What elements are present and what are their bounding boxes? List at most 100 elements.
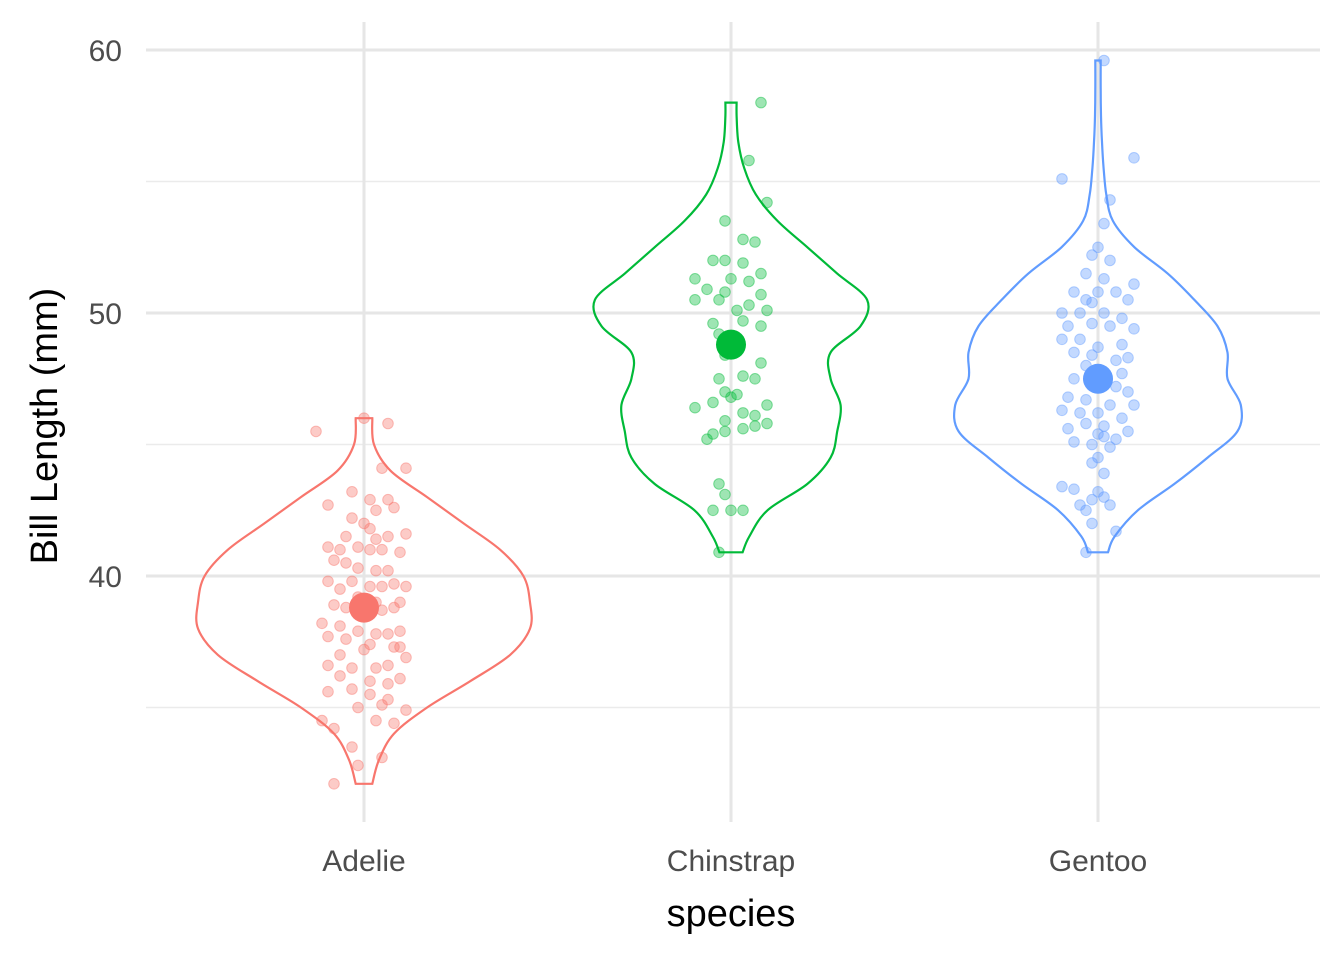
data-point-gentoo — [1056, 404, 1068, 417]
data-point-gentoo — [1098, 273, 1110, 285]
data-point-gentoo — [1110, 354, 1122, 367]
x-tick-label-gentoo: Gentoo — [1049, 845, 1147, 878]
data-point-adelie — [388, 641, 400, 653]
data-point-chinstrap — [755, 267, 767, 280]
violin-gentoo — [952, 59, 1244, 554]
data-point-adelie — [400, 462, 412, 475]
data-point-gentoo — [1104, 399, 1116, 411]
data-point-chinstrap — [707, 254, 719, 267]
data-point-gentoo — [1086, 249, 1098, 261]
data-point-chinstrap — [737, 370, 749, 382]
data-point-adelie — [382, 564, 394, 577]
data-point-adelie — [370, 564, 382, 577]
data-point-adelie — [382, 417, 394, 430]
violins-layer — [195, 59, 1244, 785]
data-point-chinstrap — [749, 420, 761, 432]
data-point-chinstrap — [719, 425, 731, 438]
data-point-chinstrap — [743, 299, 755, 311]
data-point-gentoo — [1098, 430, 1110, 443]
data-point-gentoo — [1086, 296, 1098, 309]
data-point-adelie — [346, 662, 358, 674]
data-point-chinstrap — [743, 275, 755, 288]
data-point-chinstrap — [737, 315, 749, 327]
data-point-gentoo — [1104, 254, 1116, 267]
data-point-gentoo — [1080, 417, 1092, 430]
data-point-gentoo — [1074, 499, 1086, 511]
data-point-gentoo — [1074, 307, 1086, 319]
data-point-chinstrap — [719, 386, 731, 398]
data-point-adelie — [364, 580, 376, 593]
data-point-gentoo — [1122, 386, 1134, 398]
data-point-adelie — [334, 543, 346, 556]
data-point-adelie — [346, 486, 358, 498]
data-point-gentoo — [1122, 425, 1134, 438]
data-point-chinstrap — [689, 273, 701, 285]
mean-point-gentoo — [1083, 363, 1113, 394]
data-point-adelie — [364, 675, 376, 688]
data-point-gentoo — [1128, 323, 1140, 335]
data-point-gentoo — [1068, 286, 1080, 298]
data-point-adelie — [370, 714, 382, 727]
data-point-adelie — [388, 578, 400, 590]
data-point-adelie — [370, 662, 382, 674]
data-point-chinstrap — [737, 422, 749, 435]
data-point-gentoo — [1116, 367, 1128, 380]
data-point-gentoo — [1128, 152, 1140, 164]
data-point-gentoo — [1056, 480, 1068, 493]
data-point-gentoo — [1074, 333, 1086, 346]
data-point-chinstrap — [719, 286, 731, 298]
data-point-chinstrap — [719, 254, 731, 267]
data-point-gentoo — [1098, 491, 1110, 503]
data-point-chinstrap — [707, 396, 719, 409]
y-tick-label: 50 — [89, 298, 122, 331]
data-point-gentoo — [1074, 407, 1086, 419]
data-point-adelie — [376, 580, 388, 593]
data-point-chinstrap — [713, 373, 725, 385]
data-point-gentoo — [1128, 278, 1140, 290]
data-point-gentoo — [1092, 486, 1104, 498]
data-point-gentoo — [1098, 217, 1110, 230]
major-gridlines — [146, 22, 1320, 822]
data-point-adelie — [364, 688, 376, 701]
data-point-chinstrap — [761, 399, 773, 411]
data-point-adelie — [382, 678, 394, 690]
data-point-adelie — [358, 643, 370, 656]
data-point-chinstrap — [689, 401, 701, 414]
data-point-gentoo — [1122, 351, 1134, 364]
data-point-gentoo — [1062, 320, 1074, 332]
data-point-chinstrap — [737, 233, 749, 246]
data-point-adelie — [370, 504, 382, 517]
data-point-adelie — [394, 596, 406, 609]
y-tick-labels: 40 50 60 — [89, 35, 122, 594]
data-point-gentoo — [1092, 451, 1104, 464]
data-point-adelie — [370, 628, 382, 640]
x-tick-label-adelie: Adelie — [322, 845, 405, 878]
data-point-adelie — [352, 759, 364, 772]
data-point-adelie — [400, 704, 412, 716]
data-point-adelie — [340, 633, 352, 645]
data-point-chinstrap — [737, 504, 749, 517]
data-point-chinstrap — [755, 320, 767, 332]
data-point-adelie — [322, 575, 334, 588]
data-point-gentoo — [1092, 407, 1104, 419]
data-point-chinstrap — [713, 294, 725, 306]
data-point-chinstrap — [755, 96, 767, 109]
data-point-chinstrap — [707, 504, 719, 517]
data-point-gentoo — [1086, 457, 1098, 469]
mean-points-layer — [349, 329, 1113, 623]
data-point-chinstrap — [749, 236, 761, 248]
data-point-adelie — [364, 493, 376, 506]
data-point-gentoo — [1086, 517, 1098, 530]
data-point-adelie — [352, 562, 364, 574]
mean-point-adelie — [349, 592, 379, 623]
data-point-adelie — [322, 541, 334, 553]
data-point-adelie — [364, 638, 376, 651]
data-point-adelie — [352, 541, 364, 553]
data-point-gentoo — [1086, 317, 1098, 330]
data-point-chinstrap — [725, 504, 737, 517]
data-point-adelie — [376, 543, 388, 556]
data-point-gentoo — [1092, 341, 1104, 354]
data-point-adelie — [364, 543, 376, 556]
data-point-gentoo — [1068, 373, 1080, 385]
data-point-chinstrap — [719, 215, 731, 227]
